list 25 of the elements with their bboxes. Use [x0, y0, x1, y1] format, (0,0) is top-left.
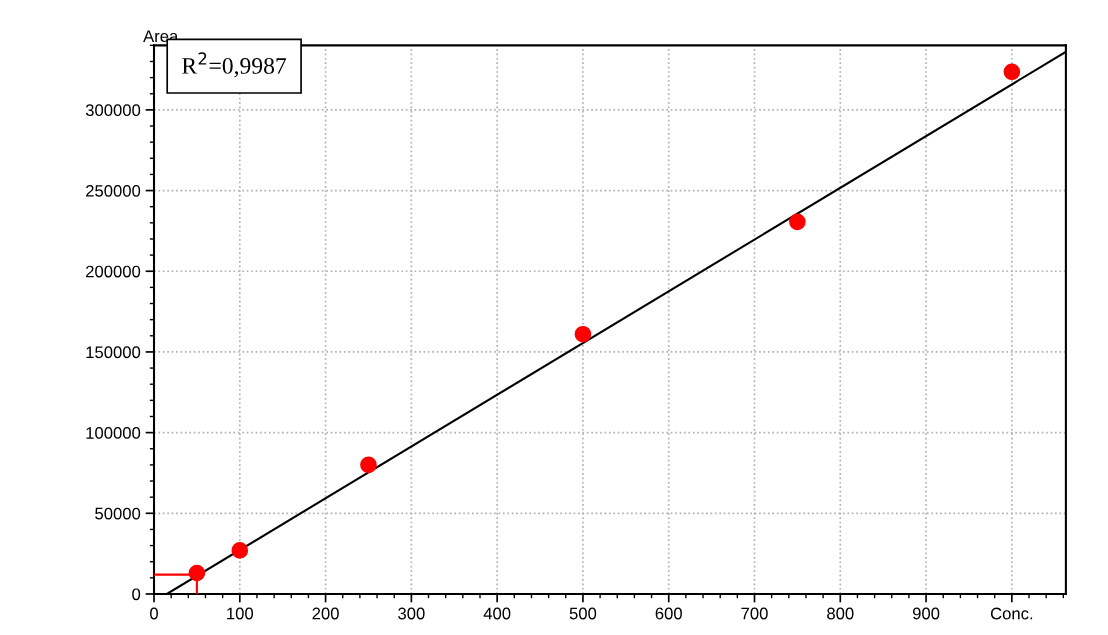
point	[574, 325, 592, 343]
x-tick-label: 800	[827, 607, 854, 620]
x-tick-label: 500	[569, 607, 597, 620]
y-tick-label: 0	[132, 588, 141, 601]
point	[789, 213, 806, 231]
x-tick-label: 100	[227, 607, 254, 620]
y-tick-label: 100000	[86, 427, 141, 439]
x-tick-label: 400	[483, 607, 511, 620]
point	[188, 564, 206, 582]
y-tick-label: 300000	[85, 104, 141, 117]
x-tick-label: 0	[150, 607, 158, 620]
annotation: R$^{2}$=0,9987	[182, 52, 287, 78]
point	[360, 456, 377, 474]
x-tick-label: 600	[655, 607, 682, 620]
x-tick-label: 200	[312, 607, 339, 620]
y-tick-label: 50000	[95, 507, 141, 520]
x-tick-label: 900	[912, 607, 940, 620]
y-tick-label: 150000	[86, 346, 141, 359]
point	[231, 542, 249, 559]
x-tick-label: Conc.	[990, 607, 1033, 620]
y-tick-label: 200000	[86, 265, 141, 278]
x-tick-label: 300	[398, 607, 425, 620]
x-tick-label: 700	[741, 607, 768, 620]
point	[1003, 63, 1021, 81]
y-tick-label: 250000	[86, 184, 141, 197]
